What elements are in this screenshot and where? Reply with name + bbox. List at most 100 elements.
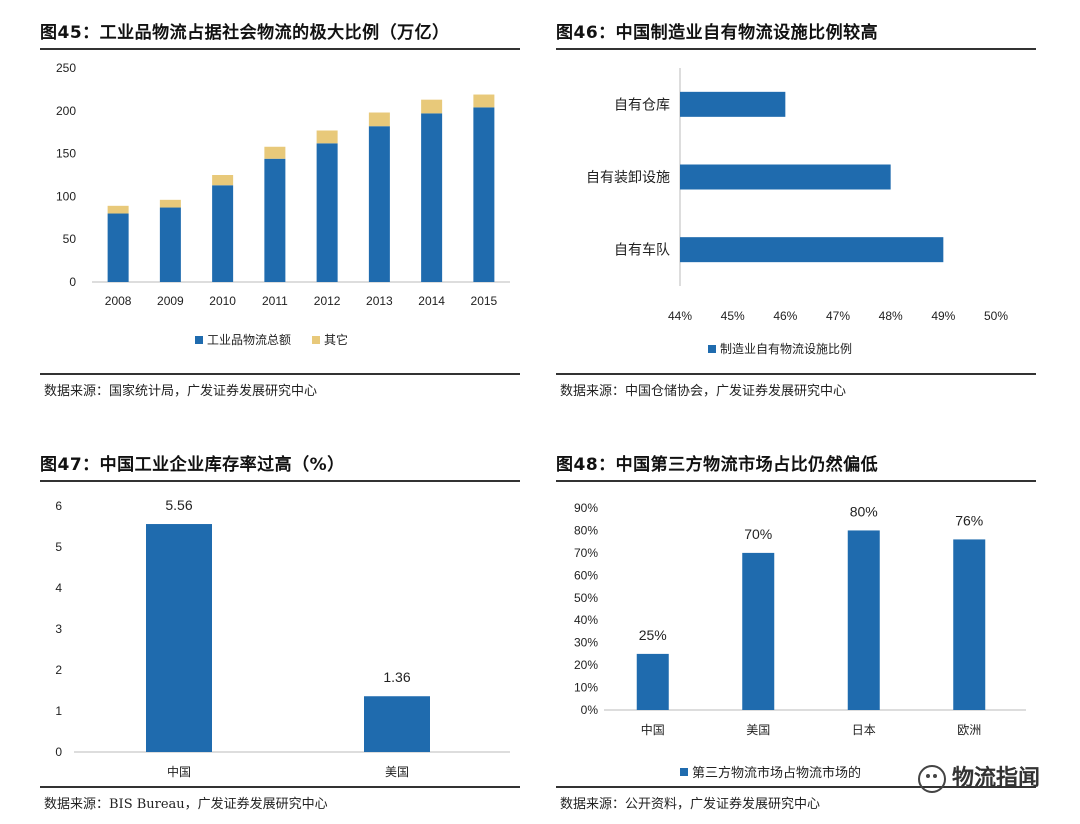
y-tick-label: 0 <box>69 275 76 289</box>
title-rule <box>556 48 1036 50</box>
data-label: 5.56 <box>165 497 192 513</box>
x-tick-label: 2011 <box>262 294 288 308</box>
chart-source: 数据来源：国家统计局，广发证券发展研究中心 <box>44 384 318 399</box>
data-label: 25% <box>639 627 667 643</box>
source-rule <box>556 373 1036 375</box>
bar <box>212 185 234 282</box>
x-tick-label: 50% <box>984 309 1008 323</box>
title-rule <box>40 48 520 50</box>
bar <box>421 99 443 114</box>
x-tick-label: 2010 <box>209 294 236 308</box>
bar <box>107 205 129 214</box>
legend-label: 其它 <box>324 332 348 347</box>
bar <box>264 158 286 282</box>
x-tick-label: 48% <box>879 309 903 323</box>
legend-swatch <box>312 336 320 344</box>
bar <box>368 126 390 282</box>
data-label: 80% <box>850 503 878 519</box>
bar <box>680 237 944 263</box>
data-label: 76% <box>955 512 983 528</box>
x-tick-label: 2008 <box>105 294 132 308</box>
y-tick-label: 80% <box>574 523 598 537</box>
x-tick-label: 2009 <box>157 294 184 308</box>
bar <box>473 107 495 282</box>
x-tick-label: 45% <box>721 309 745 323</box>
bar <box>364 696 430 752</box>
chart-panel-fig47: 图47：中国工业企业库存率过高（%） 0 1 2 3 4 5 6 5.56 中国 1.36 美国 数… <box>40 450 520 820</box>
data-label: 1.36 <box>383 669 410 685</box>
bar <box>159 207 181 282</box>
chart-title: 图47：中国工业企业库存率过高（%） <box>40 455 345 475</box>
bar <box>316 130 338 144</box>
chart-title: 图46：中国制造业自有物流设施比例较高 <box>556 23 879 43</box>
x-tick-label: 44% <box>668 309 692 323</box>
chart-panel-fig46: 图46：中国制造业自有物流设施比例较高 自有仓库自有装卸设施自有车队 44% 45%… <box>556 18 1036 408</box>
legend-label: 工业品物流总额 <box>207 333 291 347</box>
bar <box>680 164 891 190</box>
watermark: 物流指闻 <box>917 760 1040 793</box>
y-tick-label: 60% <box>574 568 598 582</box>
bar <box>953 539 986 710</box>
bar <box>421 113 443 282</box>
y-tick-label: 20% <box>574 658 598 672</box>
y-tick-label: 10% <box>574 681 598 695</box>
y-tick-label: 50 <box>63 232 77 246</box>
bar <box>636 653 669 710</box>
x-tick-label: 美国 <box>385 765 409 779</box>
y-tick-label: 250 <box>56 61 76 75</box>
watermark-text: 物流指闻 <box>951 766 1040 791</box>
chart-source: 数据来源：公开资料，广发证券发展研究中心 <box>560 797 821 812</box>
bar <box>368 112 390 127</box>
x-tick-label: 46% <box>773 309 797 323</box>
bar <box>264 146 286 159</box>
bar <box>847 530 880 710</box>
x-tick-label: 美国 <box>746 723 770 737</box>
legend-swatch <box>195 336 203 344</box>
title-rule <box>556 480 1036 482</box>
chart-title: 图45：工业品物流占据社会物流的极大比例（万亿） <box>40 23 450 43</box>
chart-panel-fig45: 图45：工业品物流占据社会物流的极大比例（万亿） 0 50 100 150 200 250… <box>40 18 520 408</box>
wechat-icon <box>917 765 946 793</box>
y-tick-label: 自有仓库 <box>614 96 670 112</box>
chart-fig45: 0 50 100 150 200 250 2008 2009 2010 2011 2012 2013 2… <box>56 61 510 347</box>
source-rule <box>556 786 1036 788</box>
x-tick-label: 2014 <box>418 294 445 308</box>
source-rule <box>40 786 520 788</box>
y-tick-label: 0 <box>55 745 62 759</box>
y-tick-label: 0% <box>581 703 599 717</box>
y-tick-label: 70% <box>574 546 598 560</box>
chart-title: 图48：中国第三方物流市场占比仍然偏低 <box>556 455 879 475</box>
x-tick-label: 47% <box>826 309 850 323</box>
y-tick-label: 90% <box>574 501 598 515</box>
x-tick-label: 欧洲 <box>957 723 981 737</box>
y-tick-label: 4 <box>55 581 62 595</box>
bar <box>742 552 775 710</box>
y-tick-label: 2 <box>55 663 62 677</box>
x-tick-label: 中国 <box>167 764 191 779</box>
chart-panel-fig48: 图48：中国第三方物流市场占比仍然偏低 0% 10% 20% 30% 40% 50% 60%… <box>556 450 1036 820</box>
y-tick-label: 自有车队 <box>614 242 670 258</box>
y-tick-label: 5 <box>55 540 62 554</box>
legend-label: 制造业自有物流设施比例 <box>720 342 852 356</box>
y-tick-label: 1 <box>55 704 62 718</box>
legend-label: 第三方物流市场占物流市场的 <box>692 765 861 780</box>
bar <box>212 175 234 186</box>
x-tick-label: 2013 <box>366 294 393 308</box>
x-tick-label: 2015 <box>471 294 498 308</box>
bar <box>146 524 212 752</box>
bar <box>680 91 786 117</box>
source-rule <box>40 373 520 375</box>
bar <box>159 199 181 208</box>
y-tick-label: 30% <box>574 636 598 650</box>
y-tick-label: 40% <box>574 613 598 627</box>
chart-fig47: 0 1 2 3 4 5 6 5.56 中国 1.36 美国 <box>55 497 510 779</box>
bar <box>316 143 338 282</box>
x-tick-label: 中国 <box>641 722 665 737</box>
y-tick-label: 50% <box>574 591 598 605</box>
y-tick-label: 150 <box>56 147 76 161</box>
y-tick-label: 自有装卸设施 <box>586 169 670 185</box>
bar <box>473 94 495 108</box>
x-tick-label: 日本 <box>852 723 876 737</box>
legend-swatch <box>708 345 716 353</box>
